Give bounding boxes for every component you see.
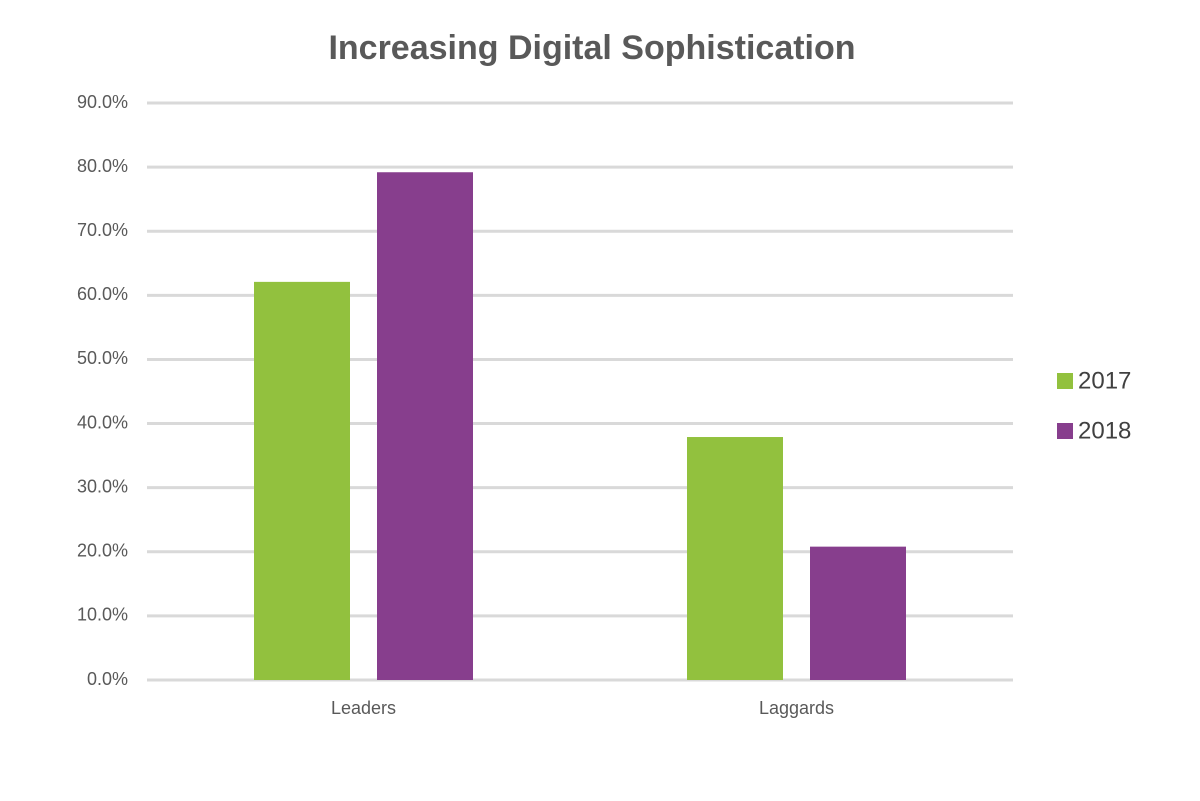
- legend-label: 2017: [1078, 367, 1131, 394]
- bar: [810, 546, 906, 680]
- y-tick-label: 80.0%: [77, 156, 128, 176]
- y-tick-label: 10.0%: [77, 605, 128, 625]
- y-tick-label: 90.0%: [77, 92, 128, 112]
- y-tick-label: 70.0%: [77, 220, 128, 240]
- legend-swatch: [1057, 423, 1073, 439]
- bar: [254, 281, 350, 680]
- chart-title: Increasing Digital Sophistication: [328, 29, 855, 67]
- bar: [687, 437, 783, 680]
- y-tick-label: 40.0%: [77, 412, 128, 432]
- y-tick-label: 0.0%: [87, 669, 128, 689]
- legend-label: 2018: [1078, 417, 1131, 444]
- bar: [377, 172, 473, 681]
- x-tick-label: Leaders: [331, 698, 396, 718]
- y-tick-label: 50.0%: [77, 348, 128, 368]
- legend-swatch: [1057, 373, 1073, 389]
- y-tick-label: 20.0%: [77, 541, 128, 561]
- y-tick-label: 30.0%: [77, 476, 128, 496]
- x-tick-label: Laggards: [759, 698, 834, 718]
- y-tick-label: 60.0%: [77, 284, 128, 304]
